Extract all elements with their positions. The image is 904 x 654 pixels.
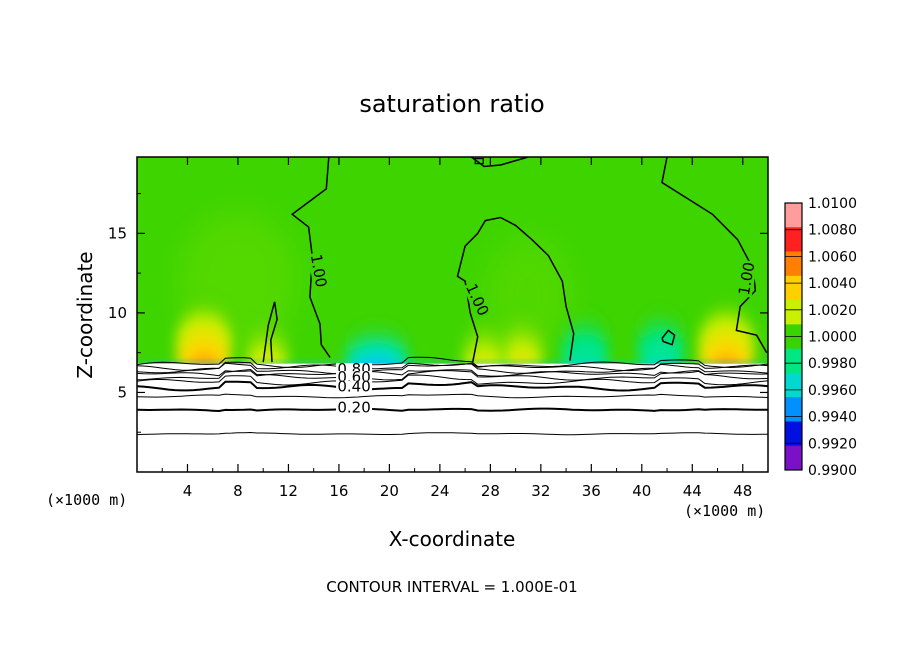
contour-line — [137, 374, 768, 386]
x-tick-label: 4 — [183, 482, 193, 500]
colorbar-label: 0.9900 — [808, 463, 857, 479]
colorbar-swatch — [785, 275, 802, 301]
saturation-contour — [262, 301, 278, 363]
x-axis-ticks: 4 8 12 16 20 24 28 32 36 40 44 48 — [161, 157, 752, 500]
contour-line — [137, 380, 768, 392]
contour-line — [137, 362, 768, 375]
contour-label-background — [737, 259, 758, 298]
colorbar-label: 1.0060 — [808, 249, 857, 265]
contour-label: 0.20 — [337, 398, 370, 416]
x-tick-label: 24 — [430, 482, 449, 500]
contour-line — [137, 369, 768, 377]
colorbar-label: 1.0080 — [808, 223, 857, 239]
contour-line — [137, 431, 768, 436]
x-axis-label: X-coordinate — [389, 527, 516, 551]
colorbar-swatch — [785, 251, 802, 277]
contour-label-background — [307, 251, 328, 290]
colorbar-label: 1.0100 — [808, 196, 857, 212]
y-tick-label: 5 — [117, 383, 127, 401]
y-tick-label: 10 — [108, 304, 127, 322]
colorbar-swatch — [785, 421, 802, 447]
cloud-base-strip — [137, 360, 768, 365]
x-tick-label: 16 — [329, 482, 348, 500]
contour-label: 1.00 — [735, 261, 759, 297]
colorbar-swatch — [785, 348, 802, 374]
plot-frame — [136, 156, 769, 473]
y-axis-label: Z-coordinate — [73, 251, 97, 378]
colorbar-label: 1.0000 — [808, 330, 857, 346]
colorbar-swatch — [785, 227, 802, 253]
x-tick-label: 48 — [733, 482, 752, 500]
colorbar-swatch — [785, 203, 802, 228]
contour-interval-note: CONTOUR INTERVAL = 1.000E-01 — [326, 578, 577, 596]
colorbar-label: 1.0020 — [808, 303, 857, 319]
colorbar-label: 0.9980 — [808, 356, 857, 372]
contour-line — [137, 407, 768, 413]
saturation-contour — [474, 157, 484, 165]
contour-label-background — [336, 380, 373, 395]
x-tick-label: 20 — [380, 482, 399, 500]
x-unit-label-left: (×1000 m) — [46, 491, 127, 509]
x-unit-label-right: (×1000 m) — [684, 502, 765, 520]
saturation-field — [137, 157, 768, 472]
y-axis-ticks: 5 10 15 — [108, 193, 768, 433]
saturation-contour — [661, 329, 676, 346]
contour-line — [137, 361, 768, 372]
x-tick-label: 36 — [582, 482, 601, 500]
colorbar-swatch — [785, 397, 802, 422]
colorbar-label: 1.0040 — [808, 276, 857, 292]
x-tick-label: 40 — [632, 482, 651, 500]
x-tick-label: 32 — [531, 482, 550, 500]
x-tick-label: 8 — [233, 482, 243, 500]
chart-title: saturation ratio — [359, 90, 544, 118]
contour-label: 0.40 — [337, 378, 370, 396]
contour-line — [137, 393, 768, 399]
x-tick-label: 44 — [683, 482, 702, 500]
contour-lines — [137, 157, 768, 436]
contour-line — [137, 368, 768, 381]
saturation-contour — [470, 157, 529, 168]
colorbar-label: 0.9920 — [808, 436, 857, 452]
contour-line — [137, 356, 768, 369]
contour-label: 1.00 — [307, 253, 331, 289]
contour-label-background — [462, 280, 491, 320]
colorbar-swatch — [785, 445, 802, 471]
colorbar: 1.0100 1.0080 1.0060 1.0040 1.0020 1.0000 0.99… — [784, 196, 857, 479]
subsaturated-mask — [137, 363, 768, 472]
contour-label-background — [336, 401, 373, 416]
colorbar-label: 0.9940 — [808, 410, 857, 426]
colorbar-label: 0.9960 — [808, 383, 857, 399]
y-tick-label: 15 — [108, 224, 127, 242]
x-tick-label: 12 — [279, 482, 298, 500]
colorbar-swatch — [785, 300, 802, 325]
colorbar-swatch — [785, 372, 802, 398]
x-tick-label: 28 — [481, 482, 500, 500]
